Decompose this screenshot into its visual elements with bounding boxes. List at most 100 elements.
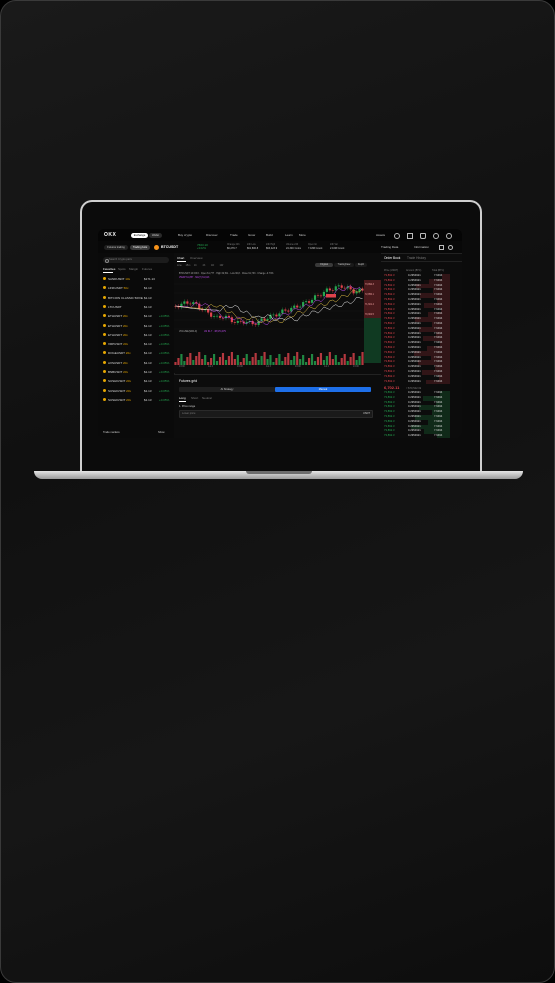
interval-option[interactable]: 1D: [211, 264, 215, 267]
market-row[interactable]: AXSUSDT 20x $1.13 +0.05%: [98, 359, 174, 368]
market-row[interactable]: SUSHIUSDT 20x $1.13 +0.05%: [98, 387, 174, 396]
favorite-star-icon[interactable]: [103, 388, 106, 392]
information-link[interactable]: Information: [414, 245, 430, 249]
menu-learn[interactable]: Learn: [285, 233, 293, 237]
tab-futures[interactable]: Futures: [142, 267, 153, 271]
market-row[interactable]: LINKUSDT 50x $1.13: [98, 284, 174, 293]
tab-favorites[interactable]: Favorites: [103, 267, 116, 271]
ask-row[interactable]: 73,892.3 0.2954921 7.6494: [384, 283, 450, 289]
favorite-star-icon[interactable]: [103, 323, 106, 327]
favorite-star-icon[interactable]: [103, 286, 106, 290]
ask-row[interactable]: 73,892.3 0.2954921 7.6494: [384, 278, 450, 284]
market-row[interactable]: ETHUSDT 20x $1.13 +0.05%: [98, 331, 174, 340]
favorite-star-icon[interactable]: [103, 397, 106, 401]
ask-row[interactable]: 73,892.3 0.2954921 7.6494: [384, 331, 450, 337]
ask-row[interactable]: 73,892.3 0.2954921 7.6494: [384, 322, 450, 327]
chart-view-option[interactable]: Depth: [355, 263, 367, 267]
settings-icon[interactable]: [448, 245, 453, 250]
tab-spots[interactable]: Spots: [118, 267, 126, 271]
assets-link[interactable]: Assets: [376, 233, 386, 237]
market-row[interactable]: SUSHIUSDT 20x $1.13 +0.05%: [98, 396, 174, 405]
ask-row[interactable]: 73,892.3 0.2954921 7.6494: [384, 288, 450, 294]
interval-option[interactable]: 15m: [185, 264, 191, 267]
favorite-star-icon[interactable]: [103, 351, 106, 355]
tab-short[interactable]: Short: [191, 396, 199, 400]
favorite-star-icon[interactable]: [103, 295, 106, 299]
menu-discover[interactable]: Discover: [206, 233, 218, 237]
tab-margin[interactable]: Margin: [129, 267, 139, 271]
ask-row[interactable]: 73,892.3 0.2954921 7.6494: [384, 293, 450, 298]
ask-row[interactable]: 73,892.3 0.2954921 7.6494: [384, 341, 450, 346]
bid-row[interactable]: 73,892.3 0.2954921 7.6494: [384, 419, 450, 425]
favorite-star-icon[interactable]: [103, 332, 106, 336]
tab-order-book[interactable]: Order Book: [384, 256, 401, 260]
bid-row[interactable]: 73,892.3 0.2954921 7.6494: [384, 395, 450, 401]
tab-chart[interactable]: Chart: [177, 256, 185, 260]
ask-row[interactable]: 73,892.3 0.2954921 7.6494: [384, 350, 450, 356]
bid-row[interactable]: 73,892.3 0.2954921 7.6494: [384, 400, 450, 406]
ask-row[interactable]: 73,892.3 0.2954921 7.6494: [384, 346, 450, 351]
bid-row[interactable]: 73,892.3 0.2954921 7.6494: [384, 415, 450, 420]
chart-view-option[interactable]: Original: [315, 263, 333, 267]
market-row[interactable]: DOGEUSDT 20x $1.13 +0.05%: [98, 349, 174, 358]
okx-logo[interactable]: OKX: [104, 232, 117, 238]
trade-markets-link[interactable]: Trade markets: [103, 431, 120, 434]
ask-row[interactable]: 73,892.3 0.2954921 7.6494: [384, 374, 450, 380]
market-row[interactable]: SANDUSDT 10x $171.13: [98, 275, 174, 284]
favorite-star-icon[interactable]: [103, 370, 106, 373]
favorite-star-icon[interactable]: [103, 277, 106, 280]
interval-option[interactable]: 4h: [202, 264, 206, 267]
ask-row[interactable]: 73,892.3 0.2954921 7.6494: [384, 298, 450, 303]
tab-overview[interactable]: Overview: [190, 256, 203, 260]
menu-trade[interactable]: Trade: [230, 233, 238, 237]
tab-ai-strategy[interactable]: AI Strategy: [220, 388, 234, 391]
ask-row[interactable]: 73,892.3 0.2954921 7.6494: [384, 379, 450, 385]
ask-row[interactable]: 73,892.3 0.2954921 7.6494: [384, 365, 450, 370]
market-row[interactable]: LTCUSDT $1.13: [98, 303, 174, 312]
search-input[interactable]: Search Crypto pairs: [103, 257, 169, 263]
globe-icon[interactable]: [446, 232, 452, 239]
market-row[interactable]: ETHUSDT 20x $1.13 +0.05%: [98, 322, 174, 331]
ask-row[interactable]: 73,892.3 0.2954921 7.6494: [384, 302, 450, 308]
lower-price-input[interactable]: Lower price USDT: [179, 410, 373, 418]
ask-row[interactable]: 73,892.3 0.2954921 7.6494: [384, 317, 450, 322]
trading-data-link[interactable]: Trading Data: [381, 245, 399, 249]
market-row[interactable]: BNBUSDT 20x $1.13 +0.05%: [98, 368, 174, 377]
candlestick-chart[interactable]: [174, 280, 364, 372]
trading-bots-toggle[interactable]: Trading bots: [130, 244, 150, 250]
market-row[interactable]: XRPUSDT 20x $1.13 +0.05%: [98, 340, 174, 349]
show-toggle[interactable]: Show: [158, 431, 165, 434]
tab-trade-history[interactable]: Trade History: [407, 256, 427, 260]
interval-option[interactable]: 1h: [194, 264, 197, 267]
market-row[interactable]: BITCOIN CLASSIC 50X/E $1.13: [98, 294, 174, 303]
tab-long[interactable]: Long: [179, 396, 186, 400]
user-icon[interactable]: [394, 232, 400, 239]
ask-row[interactable]: 73,892.3 0.2954921 7.6494: [384, 312, 450, 318]
bid-row[interactable]: 73,892.3 0.2954921 7.6494: [384, 410, 450, 415]
tab-wallet[interactable]: Wallet: [149, 232, 162, 238]
menu-grow[interactable]: Grow: [248, 233, 256, 237]
tab-neutral[interactable]: Neutral: [202, 396, 212, 400]
ask-row[interactable]: 73,892.3 0.2954921 7.6494: [384, 307, 450, 313]
ask-row[interactable]: 73,892.3 0.2954921 7.6494: [384, 336, 450, 342]
ask-row[interactable]: 73,892.3 0.2954921 7.6494: [384, 370, 450, 375]
interval-option[interactable]: Line: [177, 264, 182, 267]
bid-row[interactable]: 73,892.3 0.2954921 7.6494: [384, 429, 450, 435]
tab-manual[interactable]: Manual: [318, 388, 328, 391]
bid-row[interactable]: 73,892.3 0.2954921 7.6494: [384, 424, 450, 430]
menu-buy-crypto[interactable]: Buy crypto: [178, 233, 193, 237]
bell-icon[interactable]: [420, 232, 426, 239]
help-icon[interactable]: [433, 232, 439, 239]
ask-row[interactable]: 73,892.3 0.2954921 7.6494: [384, 326, 450, 332]
interval-option[interactable]: 1W: [219, 264, 224, 267]
ask-row[interactable]: 73,892.3 0.2954921 7.6494: [384, 274, 450, 279]
chart-view-option[interactable]: TradingView: [334, 263, 354, 267]
market-row[interactable]: ETHUSDT 20x $1.13 +0.05%: [98, 312, 174, 321]
futures-trading-toggle[interactable]: Futures trading: [104, 244, 128, 250]
favorite-star-icon[interactable]: [103, 304, 106, 308]
favorite-star-icon[interactable]: [103, 379, 106, 383]
ask-row[interactable]: 73,892.3 0.2954921 7.6494: [384, 355, 450, 361]
bid-row[interactable]: 73,892.3 0.2954921 7.6494: [384, 391, 450, 396]
market-row[interactable]: SUSHIUSDT 20x $1.13 +0.05%: [98, 377, 174, 386]
bid-row[interactable]: 73,892.3 0.2954921 7.6494: [384, 405, 450, 411]
